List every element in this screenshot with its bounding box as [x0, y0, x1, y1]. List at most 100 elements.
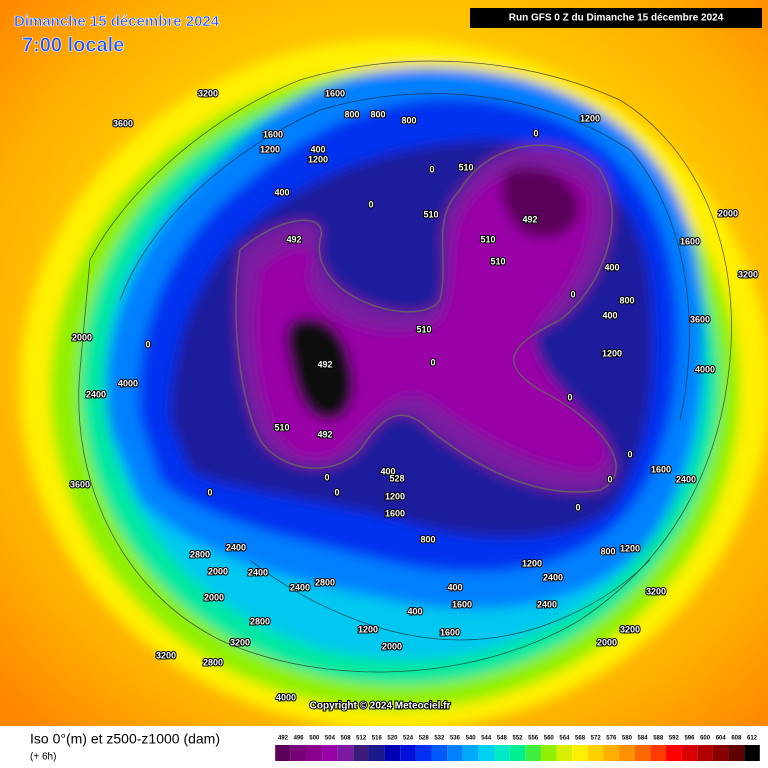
scale-swatch	[697, 745, 713, 761]
scale-swatch	[525, 745, 541, 761]
contour-label: 400	[274, 187, 289, 197]
scale-label: 576	[606, 736, 617, 742]
contour-label: 1600	[263, 129, 283, 139]
contour-label: 510	[423, 209, 438, 219]
contour-label: 1200	[620, 543, 640, 553]
contour-label: 2400	[537, 599, 557, 609]
contour-label: 2000	[597, 637, 617, 647]
contour-label: 0	[368, 199, 373, 209]
contour-label: 510	[490, 256, 505, 266]
contour-label: 2000	[72, 332, 92, 342]
scale-swatch	[275, 745, 291, 761]
contour-label: 0	[607, 474, 612, 484]
scale-label: 536	[450, 736, 461, 742]
contour-label: 1200	[580, 113, 600, 123]
contour-label: 2400	[543, 572, 563, 582]
scale-swatch	[572, 745, 588, 761]
scale-swatch	[728, 745, 745, 761]
scale-swatch	[634, 745, 651, 761]
contour-label: 3200	[156, 650, 176, 660]
scale-label: 528	[419, 736, 430, 742]
contour-label: 3200	[230, 637, 250, 647]
contour-label: 800	[600, 546, 615, 556]
contour-label: 1200	[358, 624, 378, 634]
contour-label: 1200	[385, 491, 405, 501]
scale-swatch	[337, 745, 354, 761]
scale-swatch	[556, 745, 573, 761]
contour-label: 1600	[440, 627, 460, 637]
contour-label: 3200	[620, 624, 640, 634]
contour-label: 528	[389, 473, 404, 483]
scale-swatch	[494, 745, 510, 761]
contour-label: 400	[407, 606, 422, 616]
scale-swatch	[447, 745, 463, 761]
run-text: Run GFS 0 Z du Dimanche 15 décembre 2024	[509, 13, 724, 24]
scale-label: 500	[309, 736, 320, 742]
contour-label: 3200	[198, 88, 218, 98]
scale-label: 504	[325, 736, 336, 742]
contour-label: 2800	[250, 616, 270, 626]
contour-label: 492	[317, 359, 332, 369]
contour-label: 1600	[651, 464, 671, 474]
copyright: Copyright © 2024 Meteociel.fr	[310, 701, 451, 712]
contour-label: 1600	[385, 508, 405, 518]
contour-label: 1200	[260, 144, 280, 154]
contour-label: 400	[447, 582, 462, 592]
scale-swatch	[712, 745, 729, 761]
contour-label: 2800	[190, 549, 210, 559]
scale-label: 492	[278, 736, 289, 742]
contour-label: 1600	[680, 236, 700, 246]
scale-label: 608	[731, 736, 742, 742]
scale-swatch	[478, 745, 495, 761]
contour-label: 800	[420, 534, 435, 544]
scale-swatch	[384, 745, 401, 761]
contour-label: 0	[570, 289, 575, 299]
footer-step: (+ 6h)	[30, 752, 56, 763]
contour-label: 400	[602, 310, 617, 320]
contour-label: 4000	[276, 692, 296, 702]
contour-label: 510	[458, 162, 473, 172]
contour-label: 0	[627, 449, 632, 459]
scale-label: 552	[512, 736, 523, 742]
contour-label: 2000	[204, 592, 224, 602]
contour-label: 0	[430, 357, 435, 367]
contour-label: 1600	[452, 599, 472, 609]
contour-label: 0	[324, 472, 329, 482]
scale-label: 516	[372, 736, 383, 742]
contour-label: 4000	[118, 378, 138, 388]
scale-swatch	[603, 745, 620, 761]
scale-label: 556	[528, 736, 539, 742]
contour-label: 2400	[86, 389, 106, 399]
contour-label: 2000	[208, 566, 228, 576]
scale-label: 604	[716, 736, 727, 742]
date-title: Dimanche 15 décembre 2024	[14, 13, 220, 30]
contour-label: 2400	[676, 474, 696, 484]
scale-swatch	[509, 745, 526, 761]
scale-label: 496	[294, 736, 305, 742]
contour-label: 0	[334, 487, 339, 497]
run-banner	[470, 8, 762, 28]
contour-label: 0	[429, 164, 434, 174]
scale-label: 548	[497, 736, 508, 742]
contour-label: 3600	[70, 479, 90, 489]
contour-label: 4000	[695, 364, 715, 374]
scale-label: 560	[544, 736, 555, 742]
contour-label: 800	[370, 109, 385, 119]
contour-label: 2400	[226, 542, 246, 552]
time-title: 7:00 locale	[22, 34, 124, 56]
scale-swatch	[744, 745, 760, 761]
contour-label: 0	[533, 128, 538, 138]
contour-label: 400	[380, 466, 395, 476]
scale-swatch	[400, 745, 416, 761]
scale-label: 508	[341, 736, 352, 742]
contour-label: 800	[344, 109, 359, 119]
scale-swatch	[540, 745, 557, 761]
scale-swatch	[353, 745, 369, 761]
contour-label: 800	[401, 115, 416, 125]
scale-swatch	[462, 745, 479, 761]
contour-label: 400	[310, 144, 325, 154]
scale-swatch	[415, 745, 432, 761]
contour-label: 1200	[308, 154, 328, 164]
scale-label: 612	[747, 736, 758, 742]
